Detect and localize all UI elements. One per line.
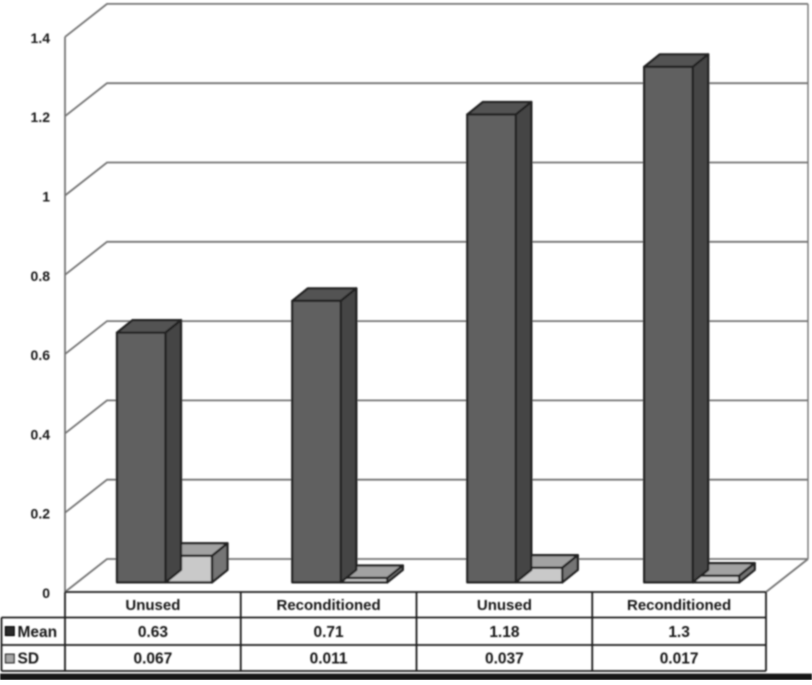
svg-text:0.8: 0.8 <box>31 268 51 284</box>
svg-text:SD: SD <box>18 650 40 667</box>
svg-text:0.4: 0.4 <box>31 426 51 442</box>
svg-text:1.3: 1.3 <box>668 624 690 641</box>
svg-text:0.037: 0.037 <box>485 650 524 667</box>
svg-text:1.2: 1.2 <box>31 109 51 125</box>
svg-text:1: 1 <box>42 189 50 205</box>
svg-text:1.18: 1.18 <box>489 624 520 641</box>
svg-text:0.017: 0.017 <box>660 650 699 667</box>
svg-text:Unused: Unused <box>477 597 532 614</box>
svg-text:0.011: 0.011 <box>310 650 348 667</box>
svg-text:Reconditioned: Reconditioned <box>627 597 731 614</box>
svg-text:0: 0 <box>42 585 50 601</box>
svg-text:Unused: Unused <box>125 597 180 614</box>
svg-text:0.2: 0.2 <box>31 506 51 522</box>
svg-text:0.067: 0.067 <box>134 650 173 667</box>
svg-text:0.6: 0.6 <box>31 347 51 363</box>
svg-text:Mean: Mean <box>18 624 58 641</box>
svg-text:0.63: 0.63 <box>138 624 169 641</box>
svg-text:1.4: 1.4 <box>31 30 51 46</box>
svg-text:Reconditioned: Reconditioned <box>277 597 381 614</box>
svg-text:0.71: 0.71 <box>314 624 345 641</box>
